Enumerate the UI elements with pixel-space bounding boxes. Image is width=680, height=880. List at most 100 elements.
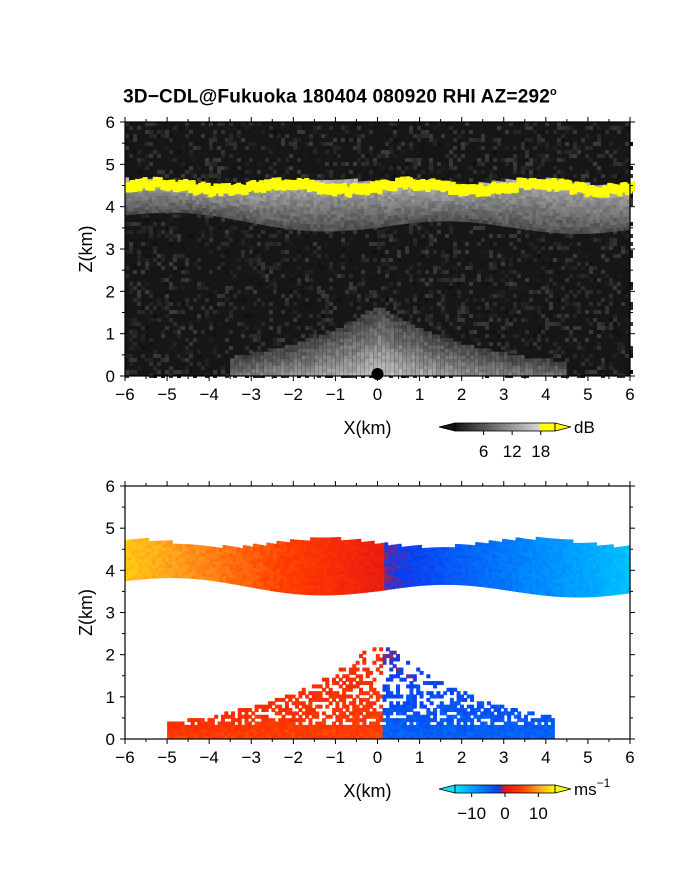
noise-cell <box>597 278 601 282</box>
noise-cell <box>409 230 413 234</box>
noise-cell <box>293 142 297 146</box>
cloud-cell <box>232 198 237 203</box>
noise-cell <box>457 174 461 178</box>
noise-cell <box>445 154 449 158</box>
cloud-cell <box>599 205 604 210</box>
noise-cell <box>493 302 497 306</box>
cloud-cell <box>303 213 308 218</box>
cloud-cell <box>434 207 439 212</box>
cloud-cell <box>303 192 308 197</box>
cloud-cell <box>589 229 594 234</box>
cloud-cell <box>535 206 540 211</box>
cloud-edge-cell <box>170 179 176 190</box>
noise-cell <box>165 234 169 238</box>
cloud-cell <box>586 212 591 217</box>
cloud-cell <box>518 197 523 202</box>
cloud-cell <box>357 212 362 217</box>
cloud-cell <box>296 192 301 197</box>
noise-cell <box>257 266 261 270</box>
cloud-cell <box>192 199 197 204</box>
noise-cell <box>513 346 517 350</box>
noise-cell <box>385 250 389 254</box>
noise-cell <box>501 326 505 330</box>
cloud-cell <box>327 207 331 212</box>
noise-cell <box>625 146 629 150</box>
noise-cell <box>457 250 461 254</box>
noise-cell <box>201 254 205 258</box>
cloud-cell <box>451 193 456 198</box>
noise-cell <box>309 174 313 178</box>
ground-return-cell <box>280 358 285 363</box>
cloud-cell <box>293 219 298 224</box>
cloud-cell <box>471 205 476 210</box>
noise-cell <box>277 326 281 330</box>
cloud-cell <box>559 215 564 220</box>
cloud-cell <box>539 214 544 219</box>
cloud-cell <box>343 209 348 214</box>
noise-cell <box>605 306 609 310</box>
noise-cell <box>513 166 517 170</box>
cloud-cell <box>495 214 500 219</box>
cloud-cell <box>397 203 402 208</box>
noise-cell <box>373 278 377 282</box>
noise-cell <box>541 266 545 270</box>
noise-cell <box>165 358 169 362</box>
noise-cell <box>533 314 537 318</box>
noise-cell <box>417 154 421 158</box>
cloud-cell <box>205 211 210 216</box>
cloud-cell <box>236 192 241 197</box>
noise-cell <box>409 226 413 230</box>
noise-cell <box>373 250 377 254</box>
ground-return-cell <box>234 355 239 360</box>
noise-cell <box>481 222 485 226</box>
noise-cell <box>197 362 201 366</box>
cloud-edge-cell <box>470 184 476 195</box>
cloud-cell <box>306 206 311 211</box>
noise-cell <box>197 166 201 170</box>
cloud-cell <box>353 212 358 217</box>
noise-cell <box>341 126 345 130</box>
noise-cell <box>617 350 621 354</box>
noise-cell <box>545 158 549 162</box>
cloud-edge-cell <box>347 187 353 198</box>
cloud-cell <box>599 208 604 213</box>
noise-cell <box>601 254 605 258</box>
cloud-cell <box>185 188 190 193</box>
cloud-edge-cell <box>127 182 133 193</box>
ground-return-cell <box>268 358 273 363</box>
cloud-cell <box>263 201 268 206</box>
noise-cell <box>125 134 129 138</box>
cloud-cell <box>576 199 581 204</box>
noise-cell <box>541 338 545 342</box>
cloud-cell <box>310 210 315 215</box>
cloud-cell <box>286 197 291 202</box>
cloud-cell <box>518 194 523 199</box>
cloud-cell <box>222 193 227 198</box>
noise-cell <box>485 310 489 314</box>
noise-cell <box>557 142 561 146</box>
cloud-cell <box>303 223 308 228</box>
cloud-cell <box>515 200 520 205</box>
noise-cell <box>589 370 593 374</box>
noise-cell <box>385 286 389 290</box>
cloud-edge-cell <box>198 182 204 193</box>
cloud-edge-cell <box>455 184 461 195</box>
noise-cell <box>625 290 629 294</box>
noise-cell <box>465 306 469 310</box>
noise-cell <box>589 266 593 270</box>
cloud-cell <box>360 211 365 216</box>
noise-cell <box>409 274 413 278</box>
cloud-cell <box>377 203 382 208</box>
noise-cell <box>181 146 185 150</box>
noise-cell <box>453 238 457 242</box>
cloud-cell <box>444 200 449 205</box>
ground-return-cell <box>272 358 277 363</box>
cloud-cell <box>468 208 473 213</box>
cloud-cell <box>185 205 190 210</box>
noise-cell <box>445 322 449 326</box>
noise-cell <box>613 174 617 178</box>
cloud-cell <box>377 210 382 215</box>
noise-cell <box>553 282 557 286</box>
noise-cell <box>489 174 493 178</box>
noise-cell <box>365 258 369 262</box>
